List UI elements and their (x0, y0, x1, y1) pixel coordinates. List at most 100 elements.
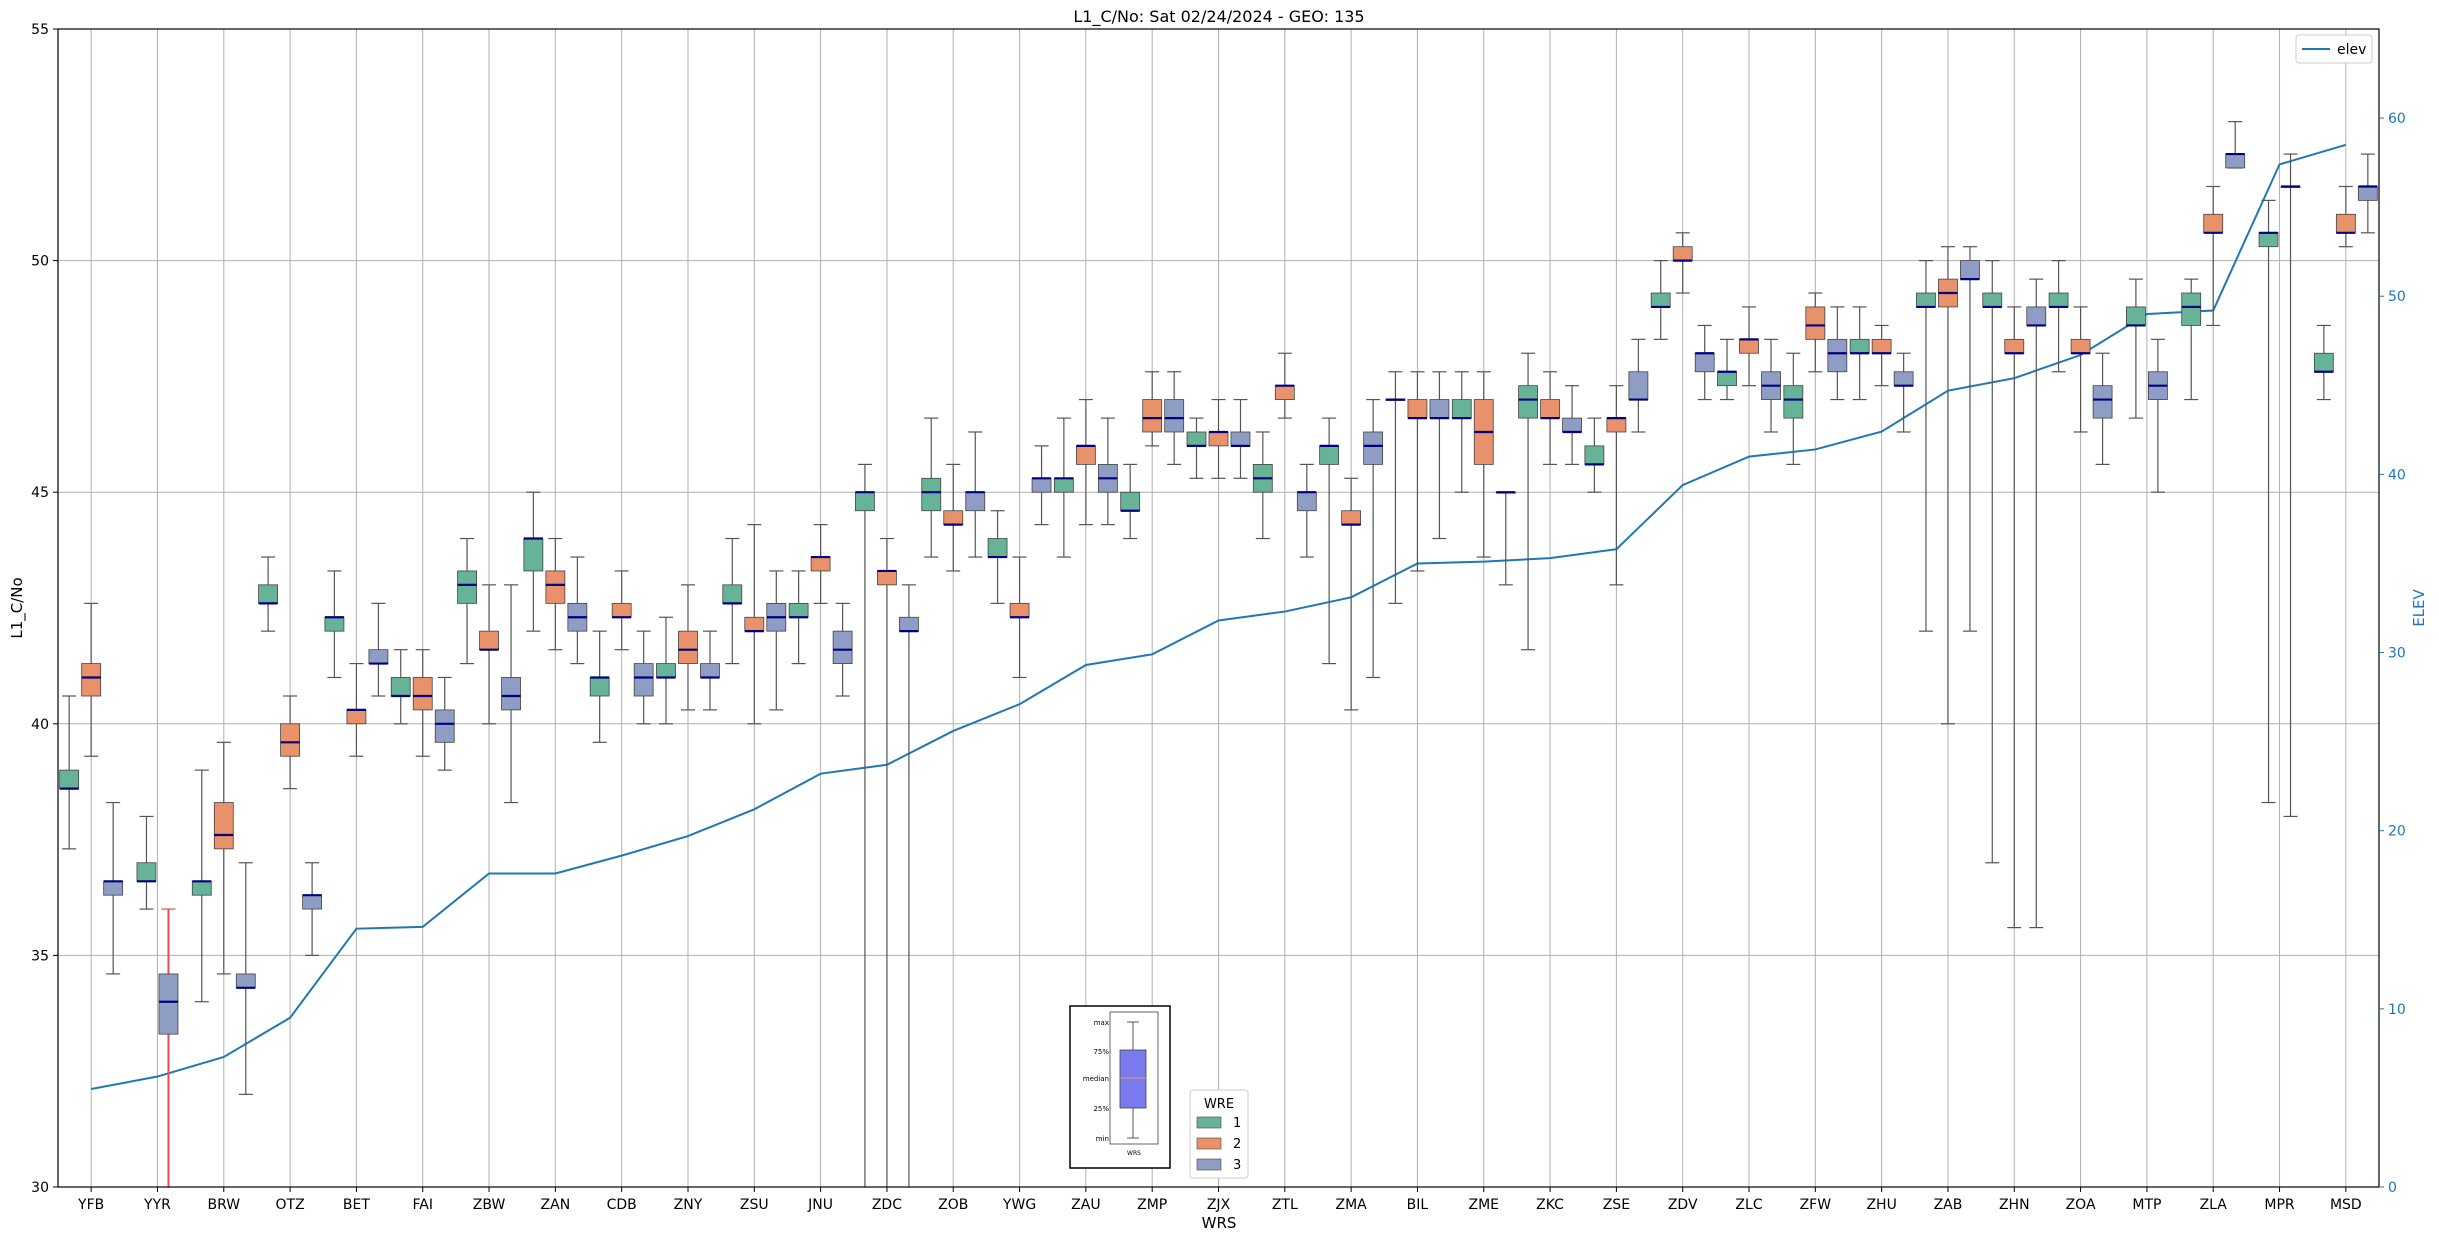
box-wre-1 (1120, 491, 1141, 512)
box-wre-1 (1451, 399, 1472, 419)
box-wre-3 (1827, 338, 1848, 373)
box-wre-1 (2258, 232, 2279, 248)
x-tick-label: ZKC (1536, 1197, 1564, 1213)
chart-title: L1_C/No: Sat 02/24/2024 - GEO: 135 (1073, 7, 1364, 27)
box-wre-3 (103, 880, 124, 896)
boxplot-layer (59, 121, 2378, 1187)
inset-axes (1109, 1011, 1159, 1145)
box-wre-2 (1407, 399, 1428, 419)
box-wre-2 (1208, 431, 1229, 447)
box-wre-2 (1142, 399, 1163, 433)
y-tick-label: 45 (31, 485, 49, 501)
box-wre-2 (744, 616, 765, 632)
x-tick-label: ZLC (1735, 1197, 1762, 1213)
box-wre-2 (1009, 602, 1030, 618)
wre-legend-label-3: 3 (1233, 1158, 1241, 1173)
box-wre-1 (1650, 292, 1671, 308)
y2-tick-label: 40 (2388, 467, 2406, 483)
box-wre-1 (1783, 385, 1804, 419)
x-tick-label: ZBW (473, 1197, 506, 1213)
inset-label-median: median (1083, 1075, 1109, 1083)
x-tick-label: ZLA (2200, 1197, 2228, 1213)
box-wre-3 (302, 894, 323, 910)
y2-axis-label: ELEV (2410, 588, 2428, 626)
box-wre-2 (412, 677, 433, 711)
box-wre-1 (1186, 431, 1207, 447)
wre-legend-swatch-1 (1196, 1116, 1222, 1129)
inset-label-max: max (1094, 1019, 1109, 1027)
box-wre-3 (633, 663, 654, 697)
x-tick-label: OTZ (276, 1197, 305, 1213)
box-wre-3 (899, 616, 919, 632)
x-tick-label: YWG (1002, 1197, 1036, 1213)
box-wre-2 (877, 570, 897, 586)
box-wre-1 (1518, 385, 1538, 419)
box-wre-3 (1694, 352, 1715, 373)
x-tick-label: ZAB (1934, 1197, 1963, 1213)
box-wre-1 (523, 538, 544, 572)
box-wre-1 (2125, 306, 2146, 326)
box-wre-2 (545, 570, 566, 604)
elev-legend-frame (2295, 34, 2373, 64)
x-tick-label: ZFW (1800, 1197, 1832, 1213)
x-tick-label: YFB (77, 1197, 104, 1213)
x-tick-label: ZTL (1272, 1197, 1298, 1213)
x-tick-label: ZMP (1137, 1197, 1167, 1213)
x-tick-label: BET (343, 1197, 370, 1213)
box-wre-1 (258, 584, 279, 604)
box-wre-1 (324, 616, 345, 632)
box-wre-3 (2026, 306, 2047, 326)
box-wre-1 (136, 862, 157, 882)
box-wre-2 (1606, 417, 1627, 433)
box-wre-1 (1053, 477, 1074, 493)
inset-box (1119, 1049, 1147, 1109)
y-tick-label: 40 (31, 717, 49, 733)
box-wre-1 (1584, 445, 1605, 465)
box-wre-1 (656, 663, 676, 678)
x-tick-label: FAI (412, 1197, 432, 1213)
box-wre-3 (434, 709, 455, 743)
x-tick-label: YYR (143, 1197, 171, 1213)
x-tick-label: BRW (207, 1197, 240, 1213)
y2-tick-label: 50 (2388, 289, 2406, 305)
box-wre-2 (943, 510, 964, 526)
box-wre-3 (832, 630, 853, 664)
x-tick-label: ZOB (938, 1197, 968, 1213)
x-tick-label: MPR (2264, 1197, 2295, 1213)
x-tick-label: ZAU (1071, 1197, 1100, 1213)
box-wre-3 (1296, 491, 1317, 512)
box-wre-2 (1274, 385, 1295, 400)
box-wre-1 (1916, 292, 1936, 308)
y2-tick-label: 30 (2388, 646, 2406, 662)
box-wre-3 (1960, 260, 1980, 280)
box-wre-3 (501, 677, 521, 711)
x-tick-label: ZDC (872, 1197, 902, 1213)
x-tick-label: MTP (2132, 1197, 2161, 1213)
x-tick-label: ZHN (1999, 1197, 2030, 1213)
x-axis-label: WRS (1202, 1214, 1237, 1232)
y2-tick-label: 10 (2388, 1002, 2406, 1018)
box-wre-3 (2225, 153, 2246, 169)
box-wre-3 (1031, 477, 1052, 493)
wre-legend-swatch-2 (1196, 1137, 1222, 1150)
x-tick-label: JNU (807, 1197, 833, 1213)
box-wre-2 (2335, 213, 2356, 234)
box-wre-1 (2181, 292, 2202, 326)
box-wre-1 (2048, 292, 2069, 308)
grid (58, 28, 2379, 1188)
x-tick-label: ZNY (674, 1197, 703, 1213)
box-wre-1 (722, 584, 743, 604)
inset-xlabel: WRS (1127, 1150, 1141, 1157)
y-tick-label: 30 (31, 1180, 49, 1196)
wre-legend-label-2: 2 (1233, 1137, 1241, 1152)
box-wre-1 (59, 769, 80, 790)
box-wre-3 (965, 491, 986, 512)
box-wre-2 (611, 602, 632, 618)
inset-label-25: 25% (1093, 1105, 1109, 1113)
box-wre-3 (158, 973, 179, 1035)
box-wre-2 (1672, 246, 1693, 261)
y-tick-label: 35 (31, 948, 49, 964)
box-wre-3 (368, 649, 389, 664)
box-wre-2 (1871, 338, 1892, 354)
